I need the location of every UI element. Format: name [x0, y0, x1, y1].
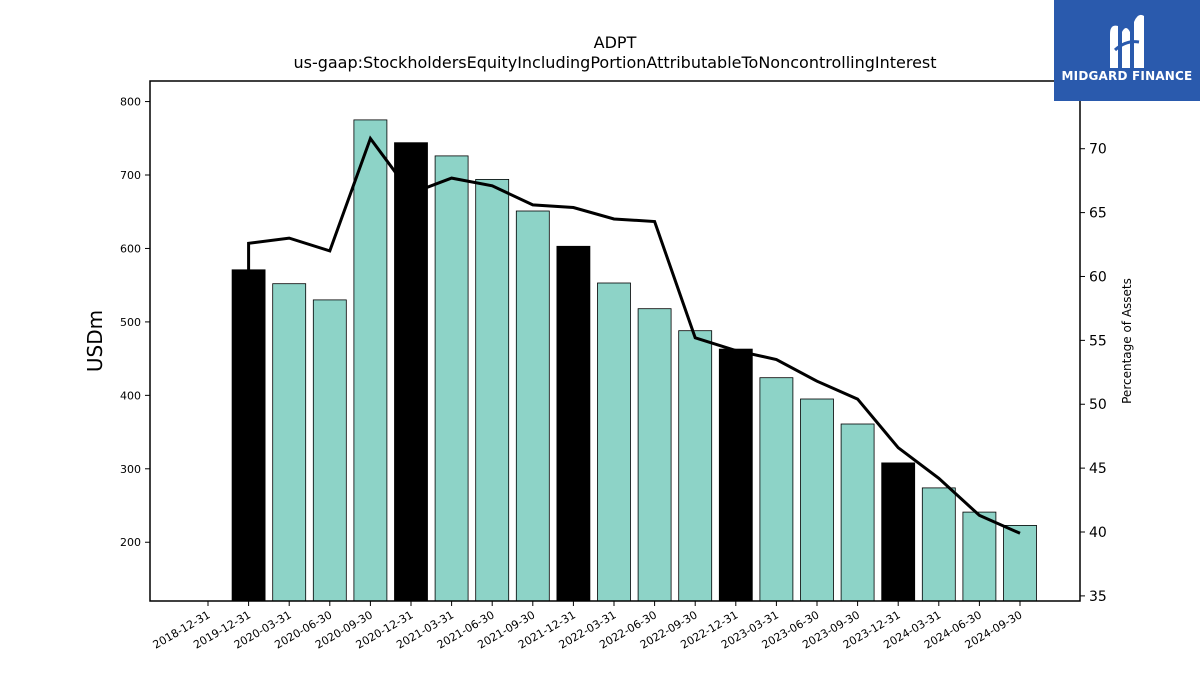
y2-tick-label: 40 [1089, 525, 1107, 541]
plot-frame [149, 80, 1081, 602]
bar-2020-06-30 [312, 299, 347, 602]
bar-2024-06-30 [962, 511, 997, 602]
y2-tick-label: 45 [1089, 461, 1107, 477]
y2-tick-label: 60 [1089, 269, 1107, 285]
midgard-finance-logo: MIDGARD FINANCE [1054, 0, 1200, 101]
bar-2022-06-30 [637, 308, 672, 602]
bar-2023-09-30 [840, 423, 875, 602]
bar-2019-12-31 [231, 269, 266, 602]
bar-2023-03-31 [759, 377, 794, 602]
logo-text: MIDGARD FINANCE [1061, 69, 1193, 83]
y-tick-label: 400 [120, 389, 141, 402]
percentage-of-assets-line [247, 135, 1021, 535]
bar-2023-06-30 [800, 398, 834, 602]
y-tick-label: 600 [120, 242, 141, 255]
bar-2022-12-31 [718, 348, 753, 602]
bar-2020-03-31 [272, 283, 307, 602]
bar-2020-09-30 [353, 119, 388, 602]
y-tick-label: 800 [120, 96, 141, 109]
bar-2021-09-30 [515, 210, 550, 602]
right-axis-ticks: 35 40 45 50 55 60 65 70 [1080, 142, 1107, 605]
bar-group [231, 119, 1037, 602]
logo-mark-icon [1110, 14, 1144, 68]
bar-2022-03-31 [597, 282, 631, 602]
y-tick-label: 200 [120, 536, 141, 549]
bar-2023-12-31 [881, 462, 916, 602]
bar-2024-09-30 [1003, 525, 1037, 602]
bar-2020-12-31 [394, 142, 428, 602]
y2-tick-label: 70 [1089, 142, 1107, 158]
bar-2022-09-30 [678, 330, 713, 602]
y2-tick-label: 55 [1089, 333, 1107, 349]
y2-tick-label: 65 [1089, 206, 1107, 222]
y-tick-label: 500 [120, 316, 141, 329]
chart-subtitle: us-gaap:StockholdersEquityIncludingPorti… [293, 53, 936, 72]
left-axis-ticks: 200 300 400 500 600 700 800 [120, 96, 150, 549]
y-axis-label: USDm [83, 310, 107, 372]
y2-tick-label: 50 [1089, 397, 1107, 413]
bar-2021-06-30 [475, 178, 510, 602]
y2-axis-label: Percentage of Assets [1120, 278, 1134, 404]
bar-2024-03-31 [921, 487, 956, 602]
bar-2021-03-31 [434, 155, 469, 602]
x-axis-ticks: 2018-12-312019-12-312020-03-312020-06-30… [151, 601, 1025, 652]
y-tick-label: 700 [120, 169, 141, 182]
bar-2021-12-31 [556, 245, 591, 602]
y2-tick-label: 35 [1089, 589, 1107, 605]
chart-title: ADPT [594, 33, 637, 52]
y-tick-label: 300 [120, 463, 141, 476]
